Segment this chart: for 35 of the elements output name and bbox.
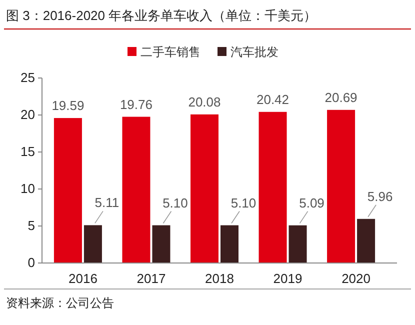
x-tick-label: 2017 xyxy=(136,271,166,286)
bar xyxy=(327,110,356,263)
data-label: 5.09 xyxy=(299,195,324,210)
legend-label: 二手车销售 xyxy=(140,45,200,59)
bar xyxy=(122,116,150,263)
y-tick-label: 20 xyxy=(20,107,35,122)
x-tick-label: 2018 xyxy=(205,271,234,286)
data-label: 20.69 xyxy=(324,90,358,105)
bar xyxy=(220,225,238,263)
y-tick-label: 5 xyxy=(28,218,35,233)
y-tick-label: 25 xyxy=(20,70,35,85)
y-tick-label: 15 xyxy=(20,144,35,159)
text: 资料来源：公司公告 xyxy=(6,296,114,310)
data-label: 19.76 xyxy=(120,96,153,112)
x-tick-label: 2016 xyxy=(68,271,98,286)
bar xyxy=(190,114,218,263)
legend-label: 汽车批发 xyxy=(230,45,278,59)
data-label: 20.08 xyxy=(188,94,221,110)
bar xyxy=(357,218,376,263)
data-label: 19.59 xyxy=(52,98,84,114)
bar xyxy=(288,225,307,263)
chart-title: 图 3：2016-2020 年各业务单车收入（单位：千美元） xyxy=(6,8,317,23)
data-label: 20.42 xyxy=(256,92,290,107)
data-label: 5.11 xyxy=(94,195,120,210)
bar xyxy=(152,225,170,263)
x-tick-label: 2019 xyxy=(273,271,302,286)
bar xyxy=(54,118,82,263)
y-tick-label: 10 xyxy=(20,181,35,196)
x-tick-label: 2020 xyxy=(342,271,370,286)
data-label: 5.96 xyxy=(367,188,393,204)
y-tick-label: 0 xyxy=(28,255,35,270)
bar xyxy=(258,112,287,263)
bar xyxy=(84,225,102,263)
data-label: 5.10 xyxy=(162,195,188,210)
data-label: 5.10 xyxy=(230,195,256,210)
